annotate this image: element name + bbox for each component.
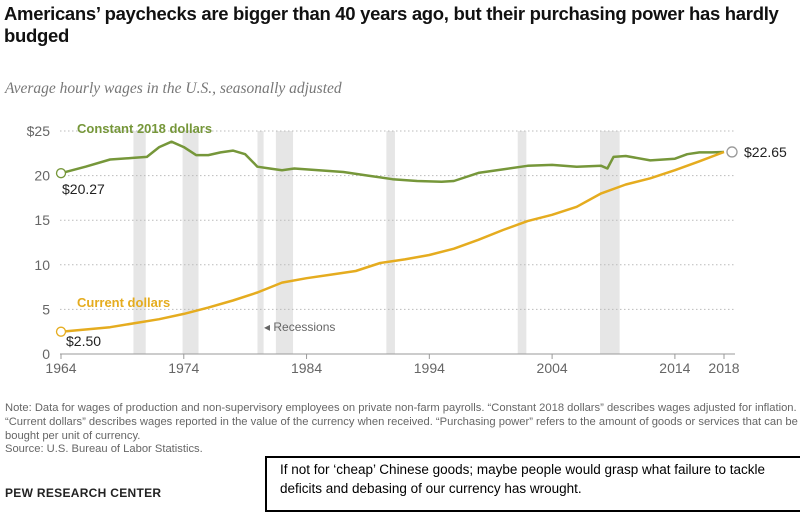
y-tick-label: 15 <box>34 212 50 228</box>
recession-band <box>182 131 199 354</box>
series-line-1 <box>60 150 725 333</box>
y-tick-label: 20 <box>34 168 50 184</box>
line-chart: 0 5 10 15 20 $25 1964 1974 1984 1994 2004 2014 2018 ◂… <box>27 121 787 376</box>
recession-band <box>257 131 264 354</box>
x-tick-label: 1964 <box>45 360 76 376</box>
series-start-marker <box>55 168 67 179</box>
recession-band <box>275 131 294 354</box>
x-tick-label: 1994 <box>414 360 445 376</box>
x-tick-label: 1974 <box>168 360 199 376</box>
data-label: $22.65 <box>744 144 787 160</box>
recession-label: ◂ Recessions <box>264 320 335 334</box>
chart-source: Source: U.S. Bureau of Labor Statistics. <box>5 443 203 455</box>
y-tick-label: 10 <box>34 257 50 273</box>
recession-band <box>386 131 395 354</box>
x-tick-label: 2004 <box>537 360 568 376</box>
y-tick-label: $25 <box>27 123 51 139</box>
series-label: Current dollars <box>77 295 170 310</box>
comment-box: If not for ‘cheap’ Chinese goods; maybe … <box>265 456 800 512</box>
data-label: $20.27 <box>62 181 105 197</box>
recession-band <box>517 131 527 354</box>
x-tick-label: 1984 <box>291 360 322 376</box>
x-tick-label: 2018 <box>708 360 739 376</box>
series-end-marker <box>726 146 738 158</box>
series-line-0 <box>60 140 725 184</box>
y-tick-label: 0 <box>42 346 50 362</box>
recession-band <box>133 131 146 354</box>
chart-title: Americans’ paychecks are bigger than 40 … <box>4 3 779 46</box>
pew-logo-text: PEW RESEARCH CENTER <box>5 486 162 500</box>
x-tick-label: 2014 <box>659 360 690 376</box>
recession-band <box>599 131 620 354</box>
series-label: Constant 2018 dollars <box>77 121 212 136</box>
chart-note: Note: Data for wages of production and n… <box>5 402 798 442</box>
chart-subtitle: Average hourly wages in the U.S., season… <box>5 80 342 97</box>
y-tick-label: 5 <box>42 301 50 317</box>
series-start-marker <box>55 326 67 337</box>
data-label: $2.50 <box>66 333 101 349</box>
